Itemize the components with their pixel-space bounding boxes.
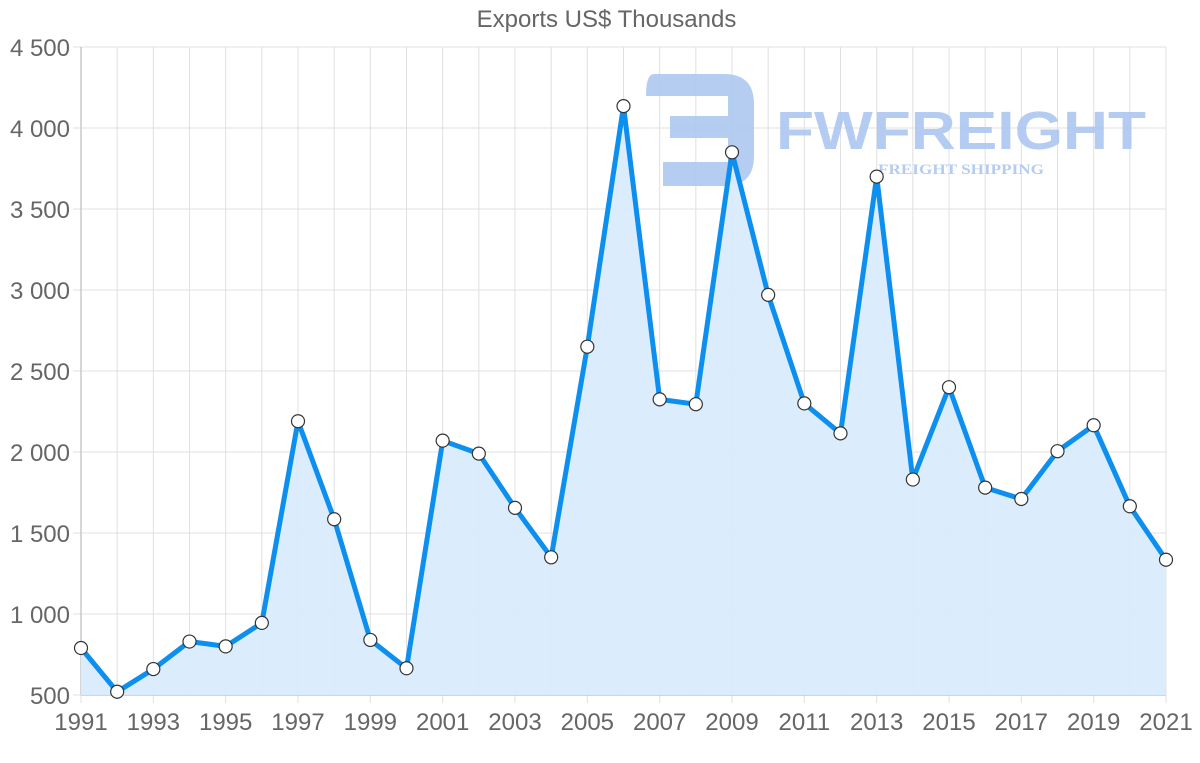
data-point[interactable]	[580, 339, 595, 354]
data-point[interactable]	[1014, 491, 1029, 507]
x-tick-label: 2013	[850, 709, 903, 736]
data-point[interactable]	[905, 472, 920, 487]
data-point[interactable]	[435, 433, 450, 448]
data-point[interactable]	[941, 380, 957, 395]
y-tick-label: 1 500	[10, 521, 70, 548]
x-tick-label: 2021	[1139, 709, 1192, 736]
x-tick-label: 2001	[416, 709, 469, 736]
y-axis: 500 1 000 1 500 2 000 2 500 3 000 3 500 4 000 4 …	[10, 35, 70, 710]
data-point[interactable]	[1086, 418, 1101, 433]
data-point[interactable]	[761, 287, 776, 302]
watermark-brand: FWFREIGHT	[776, 101, 1146, 161]
data-point[interactable]	[1158, 552, 1174, 567]
data-point[interactable]	[833, 426, 848, 441]
x-tick-label: 1993	[127, 709, 180, 736]
y-tick-label: 2 500	[10, 359, 70, 386]
x-tick-label: 2015	[922, 709, 975, 736]
y-tick-label: 2 000	[10, 440, 70, 467]
data-point[interactable]	[73, 640, 89, 656]
data-point[interactable]	[652, 392, 667, 407]
y-tick-label: 500	[30, 683, 70, 710]
y-tick-label: 4 000	[10, 116, 70, 143]
data-point[interactable]	[978, 480, 993, 495]
data-point[interactable]	[869, 169, 884, 184]
y-tick-label: 1 000	[10, 602, 70, 629]
data-point[interactable]	[363, 632, 378, 648]
data-point[interactable]	[688, 397, 703, 412]
data-point[interactable]	[399, 661, 414, 676]
x-tick-label: 1991	[54, 709, 107, 736]
x-tick-label: 2003	[488, 709, 541, 736]
data-point[interactable]	[507, 500, 523, 515]
data-point[interactable]	[110, 684, 125, 699]
watermark-tagline: FREIGHT SHIPPING	[878, 162, 1044, 178]
data-point[interactable]	[544, 550, 559, 565]
data-point[interactable]	[616, 99, 631, 114]
data-point[interactable]	[218, 639, 233, 654]
data-point[interactable]	[146, 661, 161, 677]
x-tick-label: 1997	[271, 709, 324, 736]
x-tick-label: 2007	[633, 709, 686, 736]
data-point[interactable]	[327, 512, 342, 527]
data-point[interactable]	[724, 145, 740, 160]
chart-title: Exports US$ Thousands	[476, 6, 737, 33]
y-tick-label: 3 000	[10, 278, 70, 305]
data-point[interactable]	[1050, 444, 1065, 459]
x-tick-label: 2019	[1067, 709, 1120, 736]
x-tick-label: 1999	[344, 709, 397, 736]
data-points	[73, 99, 1174, 699]
data-point[interactable]	[254, 615, 269, 631]
data-point[interactable]	[182, 634, 197, 649]
data-point[interactable]	[471, 446, 486, 461]
x-tick-label: 2009	[705, 709, 758, 736]
data-point[interactable]	[797, 396, 812, 411]
data-point[interactable]	[1122, 499, 1137, 514]
x-tick-label: 1995	[199, 709, 252, 736]
x-tick-label: 2005	[561, 709, 614, 736]
x-axis: 1991 1993 1995 1997 1999 2001 2003 2005 2007 2009…	[54, 709, 1192, 736]
x-tick-label: 2011	[779, 709, 831, 736]
data-point[interactable]	[290, 414, 306, 429]
y-tick-label: 4 500	[10, 35, 70, 62]
x-tick-label: 2017	[995, 709, 1048, 736]
area-fill	[81, 106, 1166, 695]
fwfreight-logo-icon	[646, 74, 754, 186]
y-tick-label: 3 500	[10, 197, 70, 224]
fwfreight-watermark: FWFREIGHT FREIGHT SHIPPING	[646, 74, 1146, 186]
